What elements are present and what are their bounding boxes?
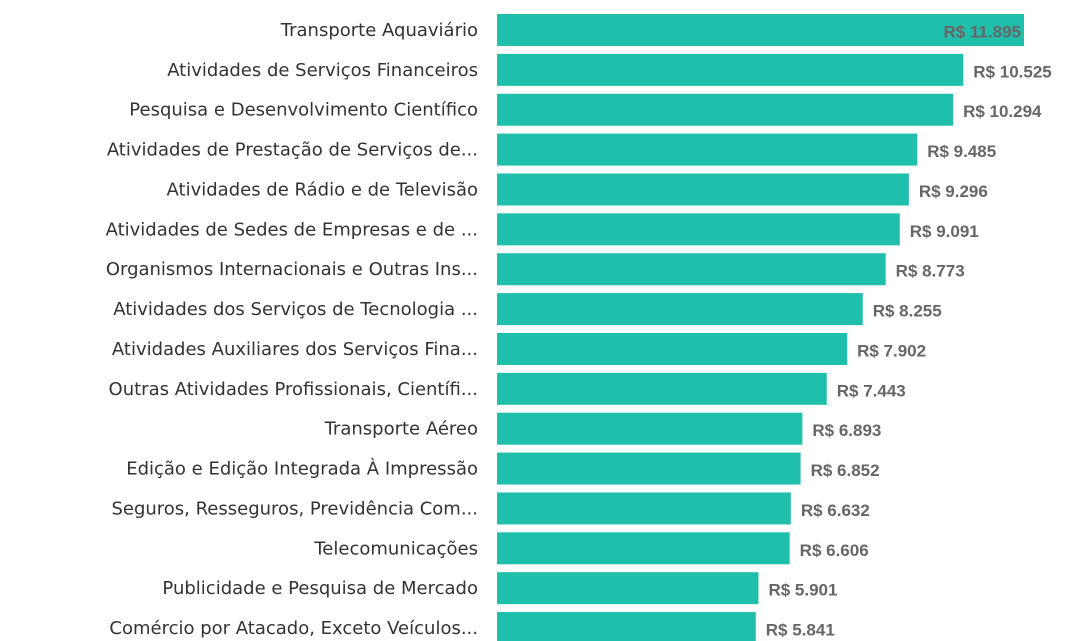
bar [497, 332, 848, 365]
category-label: Atividades de Rádio e de Televisão [167, 179, 478, 200]
bar [497, 412, 803, 445]
category-label: Outras Atividades Profissionais, Científ… [109, 379, 478, 400]
category-label: Transporte Aéreo [324, 419, 478, 440]
value-label: R$ 5.901 [768, 581, 837, 600]
bar [497, 14, 1024, 46]
value-label: R$ 6.893 [812, 421, 881, 440]
bar [497, 572, 759, 605]
value-label: R$ 9.296 [919, 182, 988, 201]
bar [497, 93, 954, 126]
value-label: R$ 5.841 [766, 621, 835, 640]
value-label: R$ 6.852 [811, 461, 880, 480]
category-label: Atividades de Serviços Financeiros [167, 60, 478, 81]
bar [497, 372, 827, 405]
value-label: R$ 6.632 [801, 501, 870, 520]
category-label: Seguros, Resseguros, Previdência Com... [111, 498, 478, 519]
category-label: Pesquisa e Desenvolvimento Científico [129, 100, 478, 121]
category-label: Publicidade e Pesquisa de Mercado [162, 578, 478, 599]
category-label: Edição e Edição Integrada À Impressão [126, 458, 478, 480]
bar [497, 133, 918, 166]
value-label: R$ 9.091 [910, 222, 979, 241]
value-label: R$ 8.773 [896, 262, 965, 281]
value-label: R$ 10.294 [963, 102, 1042, 121]
bar [497, 452, 801, 485]
bar [497, 53, 964, 86]
value-label: R$ 7.902 [857, 341, 926, 360]
category-label: Organismos Internacionais e Outras Ins..… [106, 259, 478, 280]
category-label: Telecomunicações [313, 538, 478, 559]
category-label: Transporte Aquaviário [280, 20, 478, 41]
bar [497, 213, 900, 246]
category-label: Atividades de Sedes de Empresas e de ... [106, 219, 478, 240]
value-label: R$ 7.443 [837, 381, 906, 400]
bar [497, 293, 863, 326]
category-label: Comércio por Atacado, Exceto Veículos... [109, 618, 478, 639]
bar [497, 253, 886, 286]
bar [497, 173, 909, 206]
value-label: R$ 11.895 [943, 22, 1021, 41]
value-label: R$ 6.606 [800, 541, 869, 560]
category-label: Atividades Auxiliares dos Serviços Fina.… [112, 339, 478, 360]
bar [497, 612, 756, 641]
value-label: R$ 9.485 [927, 142, 996, 161]
value-label: R$ 10.525 [973, 62, 1051, 81]
category-label: Atividades de Prestação de Serviços de..… [107, 140, 478, 161]
category-label: Atividades dos Serviços de Tecnologia ..… [113, 299, 478, 320]
bar [497, 492, 791, 525]
bar [497, 532, 790, 565]
value-label: R$ 8.255 [873, 302, 942, 321]
